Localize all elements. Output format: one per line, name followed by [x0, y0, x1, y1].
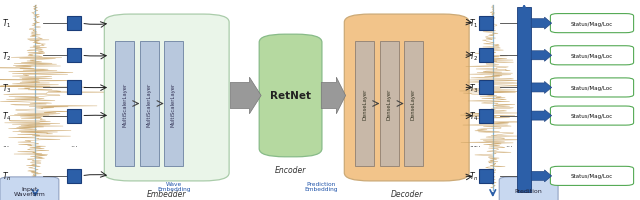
FancyBboxPatch shape [259, 35, 322, 157]
FancyBboxPatch shape [499, 177, 558, 200]
Bar [380, 42, 399, 166]
Text: DenseLayer: DenseLayer [362, 88, 367, 120]
Text: MultiScalerLayer: MultiScalerLayer [171, 82, 176, 126]
Bar [479, 81, 493, 95]
FancyArrow shape [321, 78, 346, 114]
Text: $T_1$: $T_1$ [2, 18, 12, 30]
Bar [164, 42, 183, 166]
Text: $T_2$: $T_2$ [469, 50, 479, 62]
Text: ...: ... [473, 140, 481, 148]
Text: Embedder: Embedder [147, 190, 186, 198]
Text: MultiScalerLayer: MultiScalerLayer [122, 82, 127, 126]
Text: Predition: Predition [515, 189, 543, 193]
Text: $T_1$: $T_1$ [469, 18, 479, 30]
FancyBboxPatch shape [344, 15, 469, 181]
Text: Decoder: Decoder [390, 190, 423, 198]
Text: Wave
Embedding: Wave Embedding [157, 181, 191, 191]
FancyArrow shape [531, 110, 552, 122]
Text: $T_2$: $T_2$ [2, 50, 12, 62]
Bar [67, 169, 81, 183]
Text: Status/Mag/Loc: Status/Mag/Loc [571, 174, 613, 178]
Bar [67, 81, 81, 95]
FancyBboxPatch shape [550, 46, 634, 66]
Text: ...: ... [505, 140, 513, 148]
Text: Prediction
Embedding: Prediction Embedding [305, 181, 338, 191]
Text: RetNet: RetNet [270, 91, 311, 101]
Text: Encoder: Encoder [275, 166, 307, 174]
FancyBboxPatch shape [550, 78, 634, 97]
Text: $T_3$: $T_3$ [2, 82, 12, 94]
FancyArrow shape [531, 170, 552, 182]
Text: ...: ... [2, 140, 9, 148]
FancyBboxPatch shape [550, 14, 634, 33]
Bar [140, 42, 159, 166]
Text: Status/Mag/Loc: Status/Mag/Loc [571, 54, 613, 58]
Text: DenseLayer: DenseLayer [387, 88, 392, 120]
Text: Input
Waveform: Input Waveform [13, 186, 45, 196]
Text: $T_n$: $T_n$ [2, 170, 12, 182]
Bar [67, 109, 81, 123]
Bar [67, 49, 81, 63]
Text: MultiScalerLayer: MultiScalerLayer [147, 82, 152, 126]
Bar [404, 42, 423, 166]
Bar [479, 109, 493, 123]
Text: $T_n$: $T_n$ [469, 170, 479, 182]
FancyArrow shape [230, 78, 261, 114]
Text: DenseLayer: DenseLayer [411, 88, 416, 120]
Text: $T_3$: $T_3$ [469, 82, 479, 94]
Text: Status/Mag/Loc: Status/Mag/Loc [571, 22, 613, 26]
Text: $T_4$: $T_4$ [2, 110, 12, 122]
Text: Status/Mag/Loc: Status/Mag/Loc [571, 114, 613, 118]
Bar [115, 42, 134, 166]
Text: Status/Mag/Loc: Status/Mag/Loc [571, 86, 613, 90]
FancyBboxPatch shape [550, 106, 634, 126]
FancyArrow shape [531, 18, 552, 30]
FancyArrow shape [531, 82, 552, 94]
FancyBboxPatch shape [104, 15, 229, 181]
FancyArrow shape [531, 50, 552, 62]
Bar [355, 42, 374, 166]
Text: ...: ... [469, 140, 476, 148]
Bar [479, 169, 493, 183]
Bar [67, 17, 81, 31]
Bar [517, 8, 531, 192]
Bar [479, 49, 493, 63]
FancyBboxPatch shape [0, 177, 59, 200]
Text: $T_4$: $T_4$ [469, 110, 479, 122]
Text: ...: ... [70, 140, 78, 148]
FancyBboxPatch shape [550, 166, 634, 186]
Bar [479, 17, 493, 31]
